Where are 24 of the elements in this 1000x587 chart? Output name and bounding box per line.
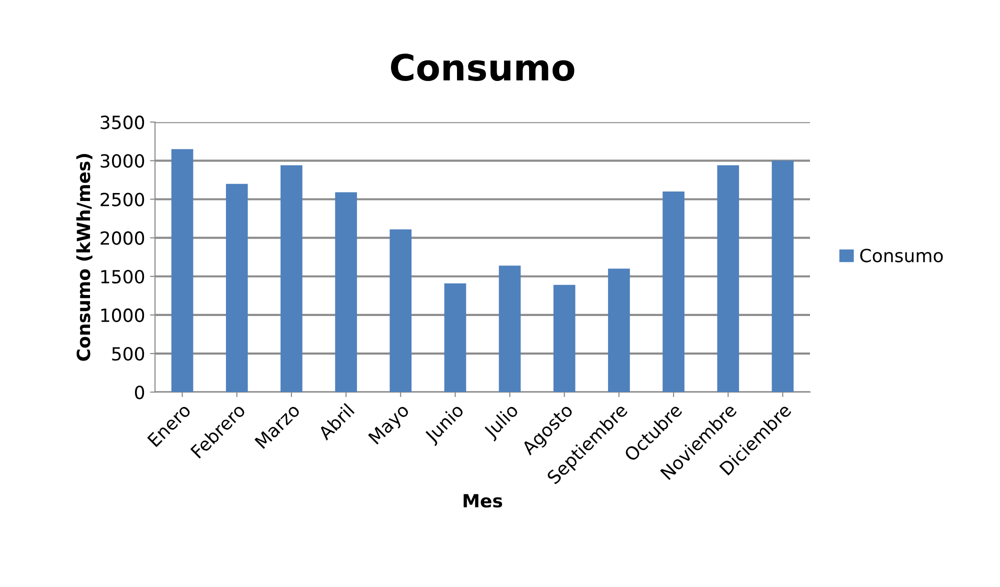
y-tick-label: 2000 [100,231,144,245]
legend-label: Consumo [860,248,943,262]
y-tick-label: 1500 [101,270,144,284]
bar [335,192,357,392]
bar [444,283,466,392]
y-axis-title: Consumo (kWh/mes) [76,154,92,361]
bar [390,229,412,392]
bar [553,284,576,392]
bar [498,266,521,392]
y-tick-label: 3000 [100,154,144,168]
chart-title: Consumo [390,54,574,81]
bar [171,149,194,392]
bar [608,268,630,392]
y-tick-label: 500 [112,347,144,361]
bar [662,192,684,392]
y-tick-label: 2500 [100,192,144,206]
y-tick-label: 0 [134,386,144,400]
bar [772,160,794,392]
bar [280,165,302,392]
x-axis-title: Mes [464,494,502,508]
bar [717,165,740,392]
bar [226,184,248,392]
y-tick-label: 3500 [100,116,144,130]
y-tick-label: 1000 [101,308,144,322]
